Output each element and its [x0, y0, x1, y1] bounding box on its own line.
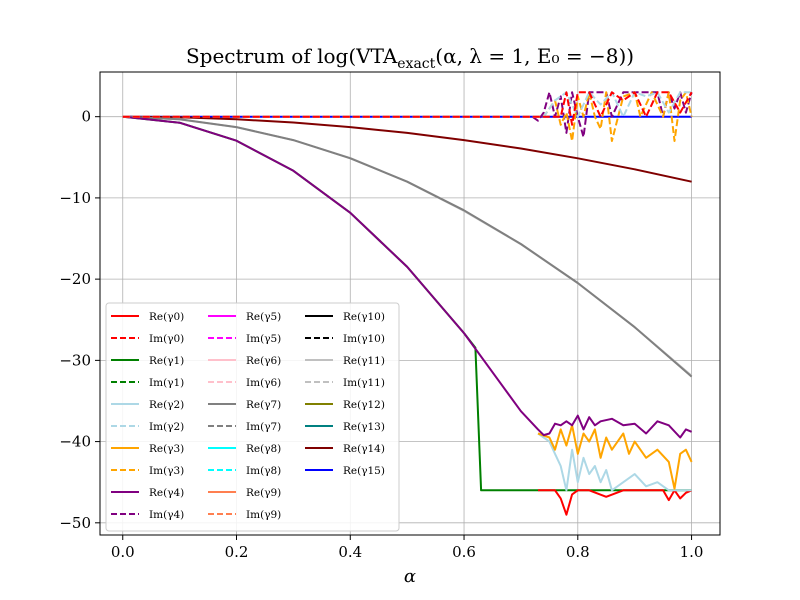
legend-label: Im(γ7)	[246, 421, 281, 433]
x-tick-label: 1.0	[680, 543, 704, 561]
legend-label: Im(γ3)	[149, 465, 184, 477]
legend-label: Im(γ0)	[149, 333, 184, 345]
legend: Re(γ0) Im(γ0) Re(γ1) Im(γ1) Re(γ2) Im(γ2) Re(γ…	[105, 302, 400, 532]
x-tick-label: 0.8	[566, 543, 590, 561]
x-tick-label: 0.6	[452, 543, 476, 561]
legend-label: Im(γ5)	[246, 333, 281, 345]
x-tick-label: 0.0	[111, 543, 135, 561]
legend-label: Re(γ2)	[149, 399, 184, 411]
series-line-im-4-	[122, 91, 693, 138]
series-line-re-0-	[538, 489, 693, 516]
legend-label: Re(γ8)	[246, 443, 281, 455]
legend-label: Re(γ11)	[343, 355, 385, 367]
legend-label: Re(γ4)	[149, 487, 184, 499]
chart-title: Spectrum of log(VTAexact(α, λ = 1, E₀ = …	[186, 44, 634, 72]
legend-label: Re(γ15)	[343, 465, 385, 477]
legend-label: Re(γ3)	[149, 443, 184, 455]
legend-label: Im(γ8)	[246, 465, 281, 477]
series-line-re-2-	[537, 432, 692, 492]
legend-label: Re(γ12)	[343, 399, 385, 411]
legend-label: Im(γ9)	[246, 509, 281, 521]
x-axis-label: α	[404, 566, 416, 587]
series-line-re-3-	[537, 424, 693, 490]
legend-label: Re(γ0)	[149, 311, 184, 323]
legend-label: Im(γ6)	[246, 377, 281, 389]
series-line-re-7-	[122, 115, 693, 378]
legend-label: Im(γ4)	[149, 509, 184, 521]
legend-label: Re(γ5)	[246, 311, 281, 323]
plot-frame	[99, 71, 721, 536]
legend-label: Re(γ7)	[246, 399, 281, 411]
series-line-im-0-	[122, 91, 693, 126]
legend-label: Im(γ11)	[343, 377, 385, 389]
legend-label: Re(γ1)	[149, 355, 184, 367]
series-line-im-3-	[122, 91, 693, 142]
y-tick-label: −20	[59, 270, 91, 288]
y-tick-label: −10	[59, 189, 91, 207]
legend-label: Re(γ14)	[343, 443, 385, 455]
legend-label: Re(γ13)	[343, 421, 385, 433]
x-tick-label: 0.4	[338, 543, 362, 561]
y-tick-label: −50	[59, 514, 91, 532]
legend-label: Re(γ10)	[343, 311, 385, 323]
x-tick-label: 0.2	[225, 543, 249, 561]
legend-label: Re(γ6)	[246, 355, 281, 367]
y-tick-label: −30	[59, 351, 91, 369]
series-line-re-14-	[122, 115, 692, 183]
legend-label: Im(γ2)	[149, 421, 184, 433]
legend-label: Im(γ10)	[343, 333, 385, 345]
y-tick-label: −40	[59, 433, 91, 451]
ticks: 0.0 0.2 0.4 0.6 0.8 1.0 0 −10 −20 −30 −40 −50	[59, 108, 703, 561]
legend-label: Im(γ1)	[149, 377, 184, 389]
legend-label: Re(γ9)	[246, 487, 281, 499]
series-group	[122, 91, 693, 516]
y-tick-label: 0	[81, 108, 91, 126]
series-line-re-4-	[122, 115, 692, 439]
